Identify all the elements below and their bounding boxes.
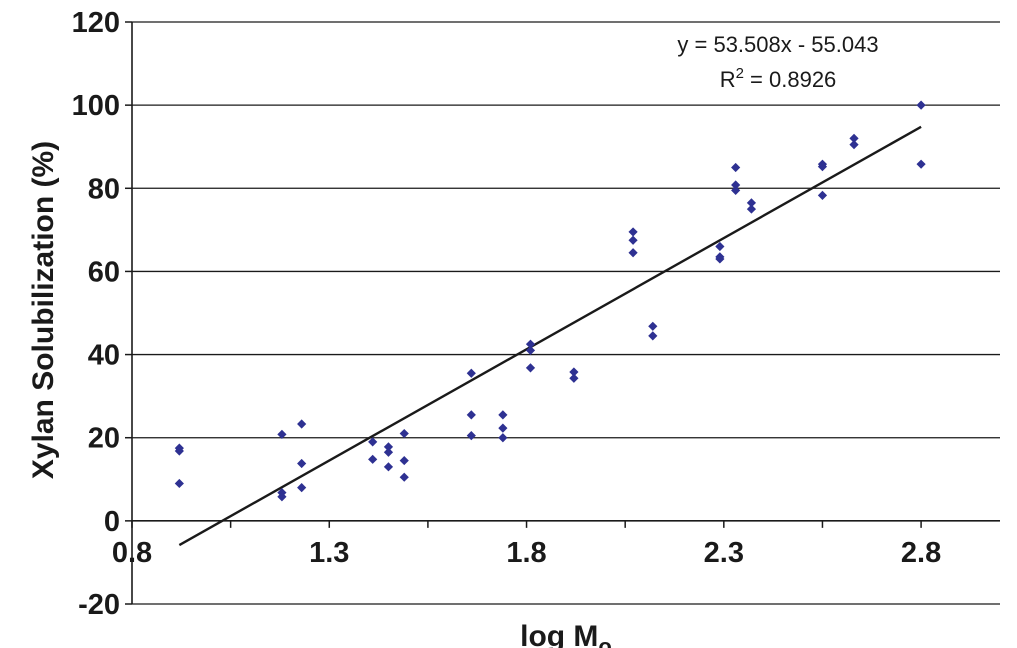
trendline-group — [178, 125, 922, 547]
data-point — [297, 458, 307, 469]
data-point — [731, 162, 741, 173]
x-tick-label: 1.8 — [506, 537, 546, 569]
data-point — [746, 198, 757, 208]
data-point — [628, 248, 638, 258]
y-tick-label: -20 — [78, 589, 120, 621]
x-tick-label: 2.8 — [901, 537, 941, 569]
x-axis-title-subscript: o — [598, 634, 611, 648]
x-axis-title: log Mo — [520, 620, 612, 648]
data-point — [849, 140, 859, 150]
data-point — [525, 339, 536, 349]
y-tick-label: 60 — [88, 256, 120, 288]
data-point — [383, 462, 394, 472]
data-point — [849, 133, 859, 143]
data-point — [399, 455, 409, 466]
x-tick-label: 2.3 — [704, 537, 744, 569]
data-point — [569, 373, 579, 383]
data-point — [628, 235, 638, 245]
data-point — [916, 159, 926, 169]
data-point — [399, 428, 409, 439]
data-point — [174, 446, 184, 456]
data-point — [399, 472, 409, 482]
data-point — [174, 478, 184, 489]
data-point — [297, 419, 307, 429]
y-tick-label: 0 — [104, 506, 120, 538]
x-tick-label: 1.3 — [309, 537, 349, 569]
trendline — [178, 125, 922, 547]
data-point — [648, 321, 658, 331]
data-point — [569, 367, 579, 377]
data-point — [731, 180, 741, 190]
data-point — [466, 410, 476, 420]
data-point — [368, 454, 378, 464]
x-tick-label: 0.8 — [112, 537, 152, 569]
data-point — [277, 492, 287, 502]
data-point — [817, 190, 828, 200]
data-points — [174, 100, 926, 502]
y-tick-label: 40 — [88, 340, 120, 372]
trendline-equation: y = 53.508x - 55.043 — [677, 32, 878, 57]
x-axis-title-main: log M — [520, 620, 598, 648]
data-point — [383, 442, 394, 452]
data-point — [277, 429, 287, 439]
data-point — [628, 227, 638, 237]
y-axis-title: Xylan Solubilization (%) — [27, 141, 60, 479]
axes — [125, 21, 1000, 605]
data-point — [916, 100, 926, 110]
data-point — [498, 410, 508, 420]
data-point — [525, 345, 536, 356]
data-point — [817, 162, 828, 172]
data-point — [746, 204, 757, 214]
r-squared-label: R2 = 0.8926 — [720, 65, 837, 92]
data-point — [715, 254, 725, 264]
tick-labels: -20 0 20 40 60 80 100 120 0.8 1.3 1.8 2.3 2.8 — [72, 7, 942, 621]
data-point — [498, 433, 508, 443]
data-point — [466, 431, 476, 441]
y-tick-label: 100 — [72, 90, 120, 122]
data-point — [383, 447, 394, 457]
data-point — [368, 437, 378, 447]
data-point — [648, 331, 658, 341]
data-point — [715, 241, 725, 252]
data-point — [498, 423, 508, 433]
data-point — [525, 363, 536, 373]
y-tick-label: 80 — [88, 173, 120, 205]
y-tick-label: 120 — [72, 7, 120, 39]
r-squared-superscript: 2 — [736, 65, 744, 82]
y-tick-label: 20 — [88, 423, 120, 455]
gridlines — [132, 21, 1000, 605]
data-point — [466, 368, 476, 378]
data-point — [731, 185, 741, 195]
data-point — [297, 483, 307, 493]
r-squared-prefix: R — [720, 67, 736, 92]
r-squared-value: = 0.8926 — [744, 67, 836, 92]
